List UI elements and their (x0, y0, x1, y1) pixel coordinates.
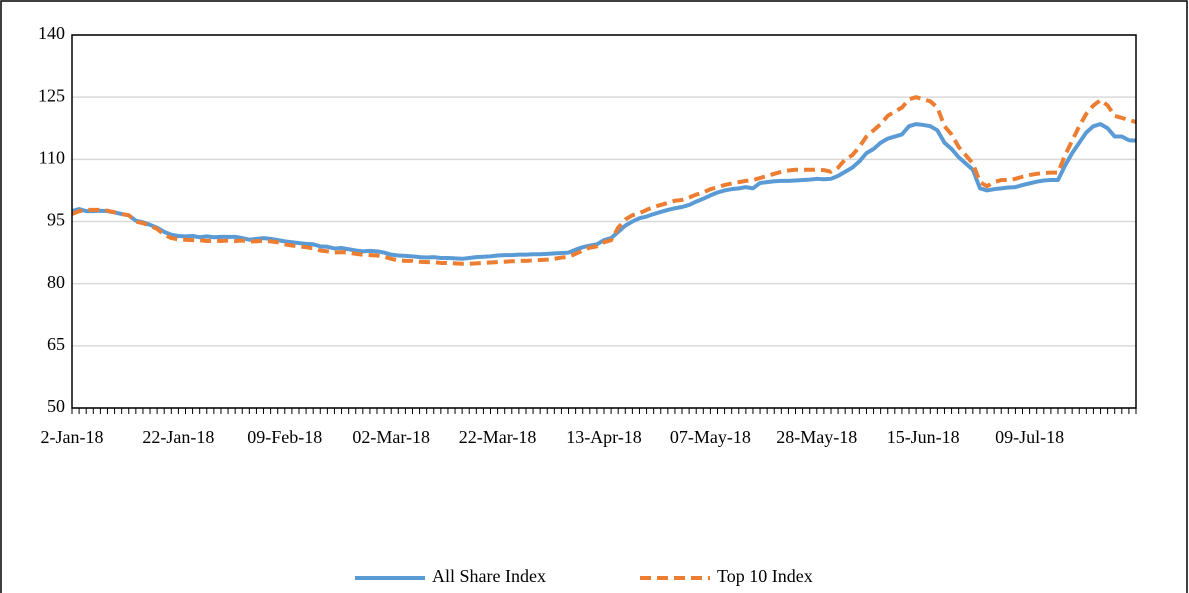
y-tick-label: 110 (39, 147, 65, 167)
axes: 50 65 80 95 110 125 140 2-Jan-18 22-Jan-18 09-Feb… (38, 23, 1137, 447)
x-tick-label: 22-Jan-18 (142, 427, 214, 447)
x-tick-label: 13-Apr-18 (566, 427, 642, 447)
legend-label: All Share Index (432, 566, 546, 586)
legend-label: Top 10 Index (717, 566, 813, 586)
x-tick-label: 02-Mar-18 (352, 427, 430, 447)
x-tick-label: 07-May-18 (670, 427, 751, 447)
grid (72, 34, 1136, 409)
x-tick-label: 09-Feb-18 (247, 427, 322, 447)
y-tick-label: 65 (47, 334, 65, 354)
x-tick-label: 2-Jan-18 (41, 427, 104, 447)
y-tick-label: 95 (47, 210, 65, 230)
y-tick-label: 140 (38, 23, 65, 43)
legend: All Share Index Top 10 Index (355, 566, 813, 586)
x-tick-label: 22-Mar-18 (459, 427, 537, 447)
y-tick-label: 125 (38, 85, 65, 105)
lines (71, 95, 1137, 266)
y-tick-label: 80 (47, 272, 65, 292)
series-line (71, 122, 1137, 261)
x-tick-label: 28-May-18 (776, 427, 857, 447)
y-tick-label: 50 (47, 396, 65, 416)
series-line (71, 95, 1137, 266)
x-tick-label: 09-Jul-18 (995, 427, 1064, 447)
x-tick-label: 15-Jun-18 (887, 427, 960, 447)
